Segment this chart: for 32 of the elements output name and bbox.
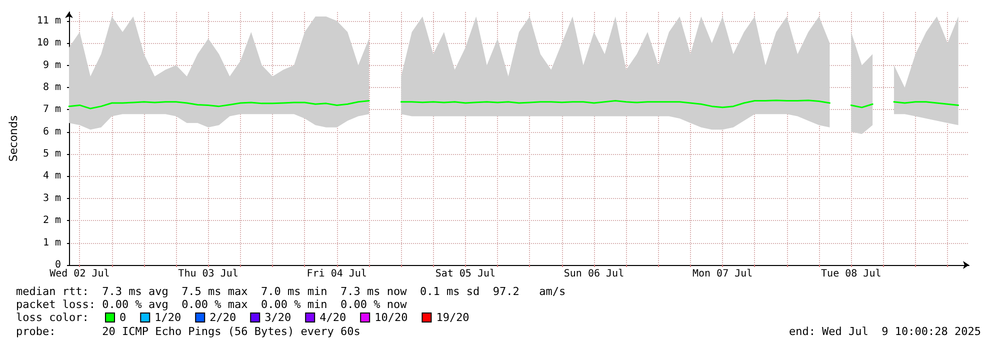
x-tick-label: Mon 07 Jul <box>692 268 753 280</box>
legend-label: 4/20 <box>320 311 346 324</box>
y-tick-label: 9 m <box>42 60 61 71</box>
legend-title: loss color: <box>16 311 89 324</box>
y-tick-label: 1 m <box>42 237 61 248</box>
text: probe: 20 ICMP Echo Pings (56 Bytes) every 60s <box>16 325 360 338</box>
x-tick-label: Fri 04 Jul <box>306 268 367 280</box>
x-tick-label: Sun 06 Jul <box>564 268 624 280</box>
legend-label: 2/20 <box>210 311 236 324</box>
legend-label: 19/20 <box>436 311 470 324</box>
y-tick-label: 6 m <box>42 126 61 138</box>
legend-label: 0 <box>120 311 126 324</box>
legend-label: 1/20 <box>154 311 182 324</box>
y-axis-title: Seconds <box>7 115 20 162</box>
y-tick-label: 8 m <box>42 82 61 93</box>
legend-label: 10/20 <box>374 311 408 324</box>
y-tick-label: 4 m <box>42 170 61 182</box>
text: packet loss: 0.00 % avg 0.00 % max 0.00 % min 0.00 % now <box>16 298 408 311</box>
y-tick-label: 11 m <box>36 15 61 26</box>
x-tick-label: Tue 08 Jul <box>821 268 882 280</box>
y-tick-label: 10 m <box>36 38 61 49</box>
x-tick-label: Thu 03 Jul <box>178 268 238 280</box>
y-tick-label: 7 m <box>42 104 61 116</box>
text: median rtt: 7.3 ms avg 7.5 ms max 7.0 ms min 7.3 ms now 0.1 ms sd 97.2 am/s <box>16 285 566 298</box>
legend-label: 3/20 <box>264 311 292 324</box>
x-tick-label: Sat 05 Jul <box>435 268 496 280</box>
text: end: Wed Jul 9 10:00:28 2025 <box>788 325 982 338</box>
y-tick-label: 0 <box>54 260 61 270</box>
y-tick-label: 5 m <box>42 148 61 160</box>
y-tick-label: 3 m <box>42 192 61 204</box>
x-tick-label: Wed 02 Jul <box>50 268 110 280</box>
y-tick-label: 2 m <box>42 215 61 226</box>
